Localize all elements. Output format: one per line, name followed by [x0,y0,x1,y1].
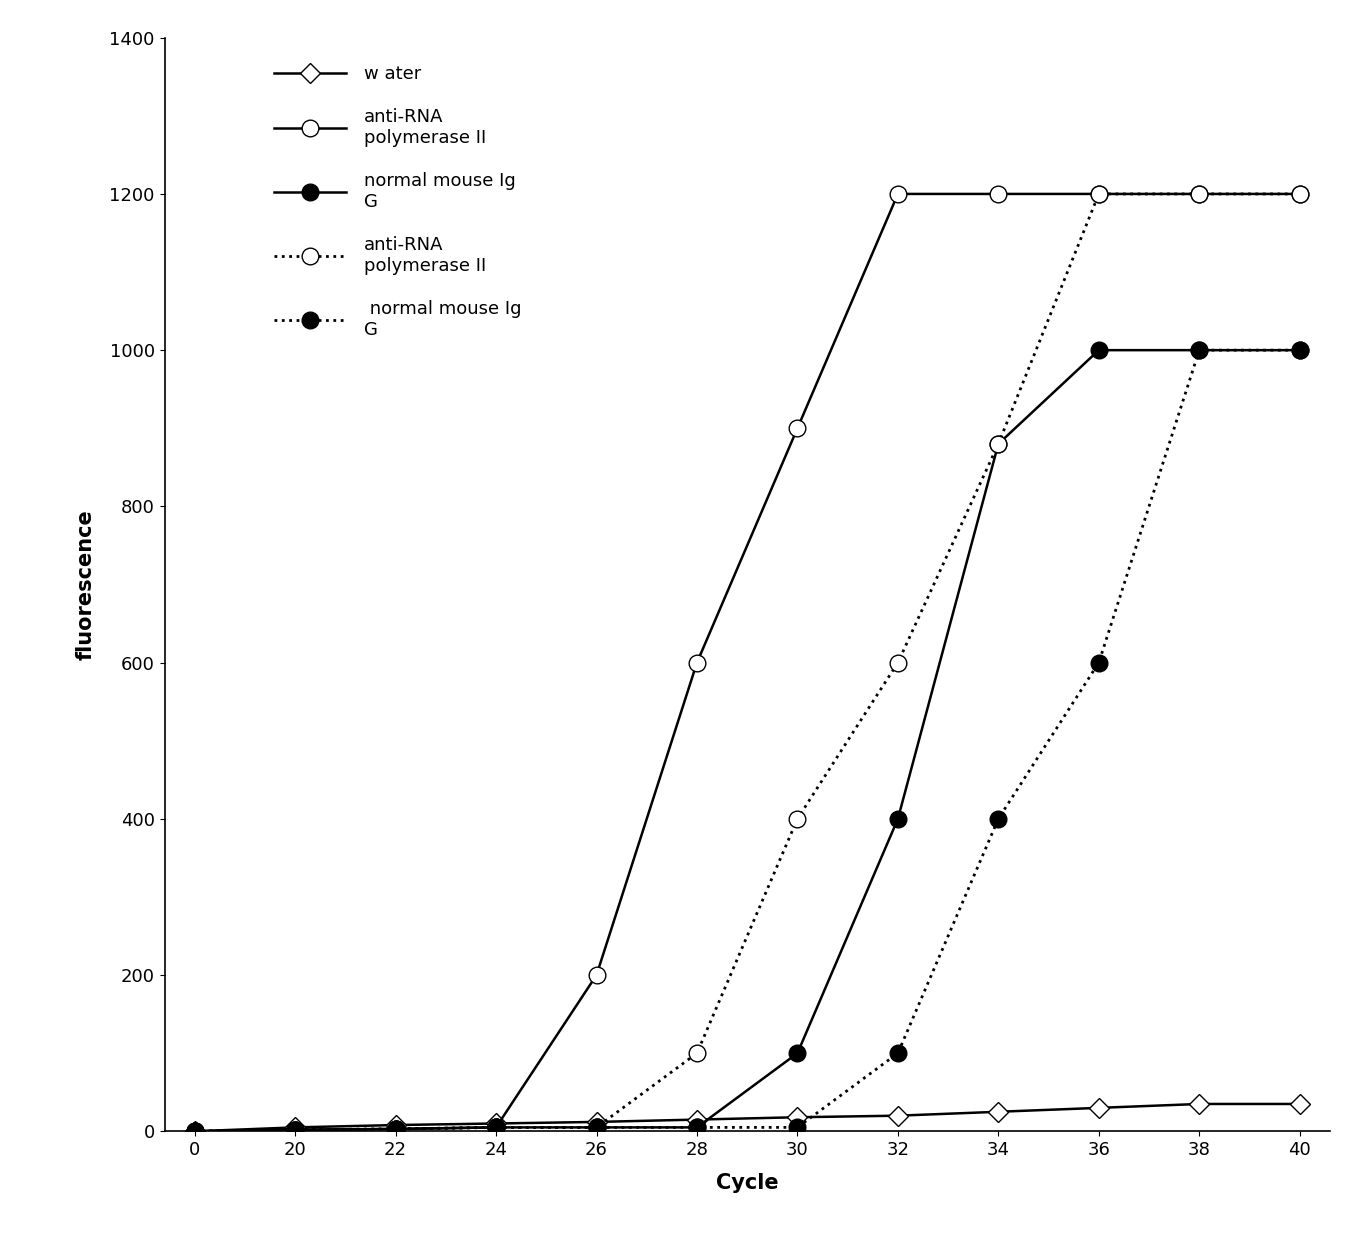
Legend: w ater, anti-RNA
polymerase II, normal mouse Ig
G, anti-RNA
polymerase II,  norm: w ater, anti-RNA polymerase II, normal m… [267,58,529,347]
Y-axis label: fluorescence: fluorescence [75,509,96,660]
X-axis label: Cycle: Cycle [716,1173,779,1193]
